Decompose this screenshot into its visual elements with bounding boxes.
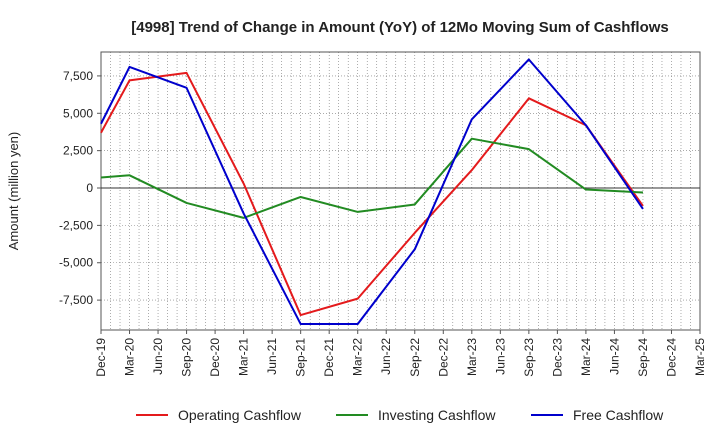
y-tick-labels: 7,500 5,000 2,500 0 -2,500 -5,000 -7,500 xyxy=(59,69,101,307)
y-tick-label: -2,500 xyxy=(59,218,93,232)
chart-title: [4998] Trend of Change in Amount (YoY) o… xyxy=(131,19,669,36)
series-lines xyxy=(100,58,644,326)
x-tick-labels: Dec-19 Mar-20 Jun-20 Sep-20 Dec-20 Mar-21 Jun-… xyxy=(94,330,707,377)
plot-frame xyxy=(100,51,701,331)
x-tick-label: Sep-22 xyxy=(408,338,422,377)
x-tick-label: Jun-23 xyxy=(493,338,507,375)
x-tick-label: Jun-24 xyxy=(607,338,621,375)
x-tick-label: Jun-21 xyxy=(265,338,279,375)
y-axis-label: Amount (million yen) xyxy=(6,132,21,251)
x-tick-label: Mar-25 xyxy=(693,338,707,376)
x-tick-label: Jun-22 xyxy=(379,338,393,375)
legend-label-investing-cashflow: Investing Cashflow xyxy=(378,407,496,423)
y-tick-label: 0 xyxy=(86,181,93,195)
x-tick-label: Mar-23 xyxy=(465,338,479,376)
x-tick-label: Dec-24 xyxy=(664,338,678,377)
x-tick-label: Dec-19 xyxy=(94,338,108,377)
y-tick-label: -7,500 xyxy=(59,293,93,307)
x-tick-label: Mar-24 xyxy=(579,338,593,376)
grid xyxy=(101,52,700,330)
series-line-investing-cashflow xyxy=(100,137,644,219)
series-line-operating-cashflow xyxy=(100,71,644,317)
y-tick-label: 2,500 xyxy=(63,144,93,158)
x-tick-label: Dec-21 xyxy=(322,338,336,377)
x-tick-label: Jun-20 xyxy=(151,338,165,375)
x-tick-label: Dec-20 xyxy=(208,338,222,377)
legend-label-free-cashflow: Free Cashflow xyxy=(573,407,664,423)
x-tick-label: Sep-24 xyxy=(636,338,650,377)
x-tick-label: Mar-20 xyxy=(123,338,137,376)
x-tick-label: Sep-23 xyxy=(522,338,536,377)
y-tick-label: -5,000 xyxy=(59,256,93,270)
x-tick-label: Sep-20 xyxy=(180,338,194,377)
x-tick-label: Mar-21 xyxy=(237,338,251,376)
x-tick-label: Sep-21 xyxy=(294,338,308,377)
y-tick-label: 7,500 xyxy=(63,69,93,83)
y-tick-label: 5,000 xyxy=(63,106,93,120)
x-tick-label: Dec-23 xyxy=(550,338,564,377)
x-tick-label: Mar-22 xyxy=(351,338,365,376)
series-line-free-cashflow xyxy=(100,58,644,326)
legend-label-operating-cashflow: Operating Cashflow xyxy=(178,407,302,423)
legend: Operating Cashflow Investing Cashflow Free… xyxy=(136,407,664,423)
x-tick-label: Dec-22 xyxy=(436,338,450,377)
